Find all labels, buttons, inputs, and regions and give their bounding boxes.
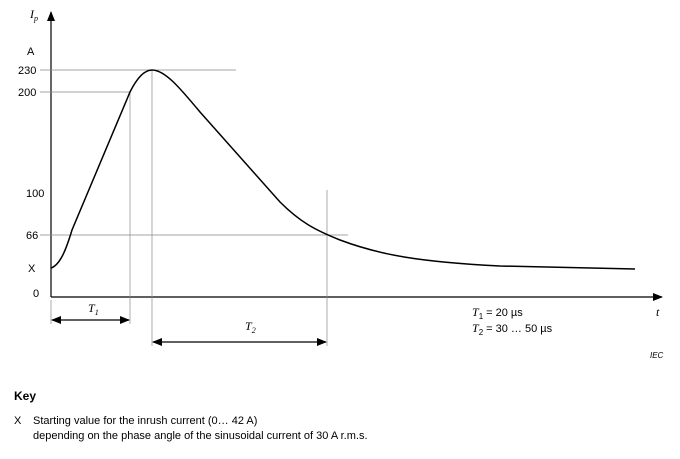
key-text: Starting value for the inrush current (0… [33, 415, 257, 427]
note: T1 = 20 µs [472, 305, 523, 321]
note: T2 = 30 … 50 µs [472, 321, 553, 337]
y-tick-label: X [28, 263, 36, 275]
key-symbol: X [14, 415, 22, 427]
key-text: depending on the phase angle of the sinu… [33, 430, 368, 442]
guides [40, 69, 348, 346]
y-tick-label: 200 [18, 87, 36, 99]
key-title: Key [14, 389, 36, 403]
source: IEC [650, 351, 664, 360]
interval-label: T1 [88, 301, 99, 317]
interval-label: T2 [245, 319, 256, 335]
y-unit: A [27, 46, 35, 58]
waveform [50, 69, 636, 270]
y-tick-label: 66 [26, 230, 38, 242]
y-tick-label: 0 [33, 288, 39, 300]
y-label: Ip [29, 7, 38, 23]
y-tick-label: 230 [18, 65, 36, 77]
y-tick-label: 100 [26, 188, 44, 200]
x-label: t [656, 305, 660, 319]
